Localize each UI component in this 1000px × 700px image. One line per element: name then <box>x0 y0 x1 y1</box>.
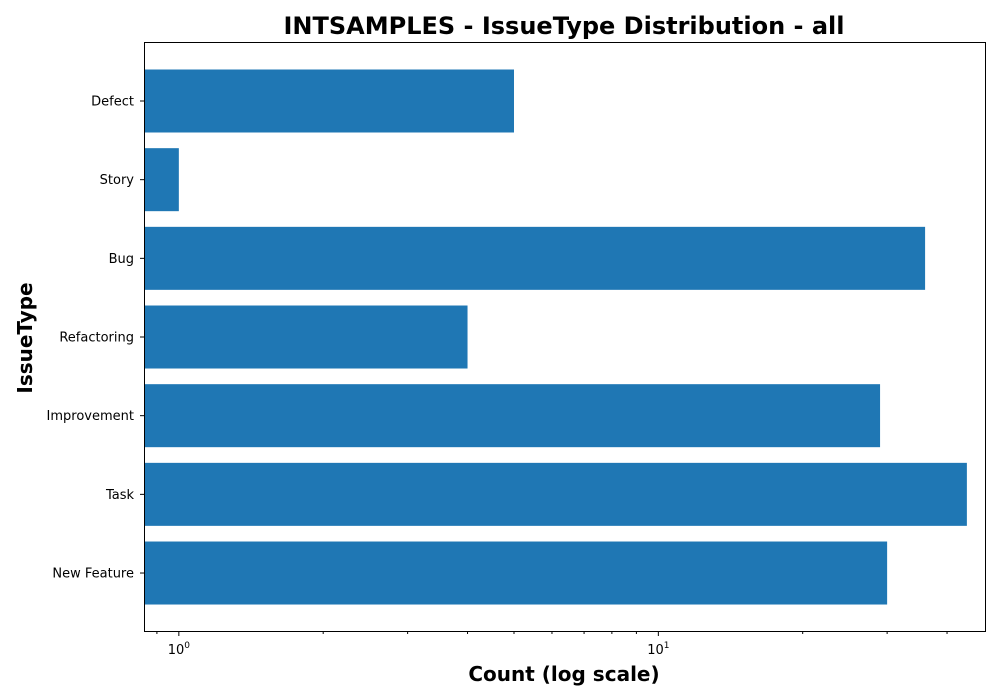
bar-improvement <box>145 384 881 448</box>
y-tick-label-story: Story <box>100 173 135 188</box>
y-axis-ticks: Defect Story Bug Refactoring Improvement Task… <box>47 95 145 582</box>
y-tick-label-task: Task <box>105 488 135 503</box>
bar-new-feature <box>145 541 888 605</box>
bar-defect <box>145 69 515 133</box>
y-tick-label-bug: Bug <box>109 252 134 267</box>
bar-refactoring <box>145 305 468 369</box>
x-tick-label: 100 <box>168 641 191 658</box>
x-tick-label: 101 <box>647 641 669 658</box>
y-tick-label-improvement: Improvement <box>47 409 134 424</box>
y-tick-label-new-feature: New Feature <box>52 567 134 582</box>
x-axis-ticks: 100 101 <box>156 631 948 658</box>
plot-frame <box>144 42 986 632</box>
chart-title: INTSAMPLES - IssueType Distribution - al… <box>283 12 844 40</box>
y-axis-title: IssueType <box>13 282 37 393</box>
bar-task <box>145 462 967 526</box>
bars <box>145 69 967 605</box>
y-tick-label-defect: Defect <box>91 95 134 110</box>
bar-story <box>145 148 179 212</box>
bar-bug <box>145 226 926 290</box>
y-tick-label-refactoring: Refactoring <box>59 331 134 346</box>
x-axis-title: Count (log scale) <box>468 662 659 686</box>
